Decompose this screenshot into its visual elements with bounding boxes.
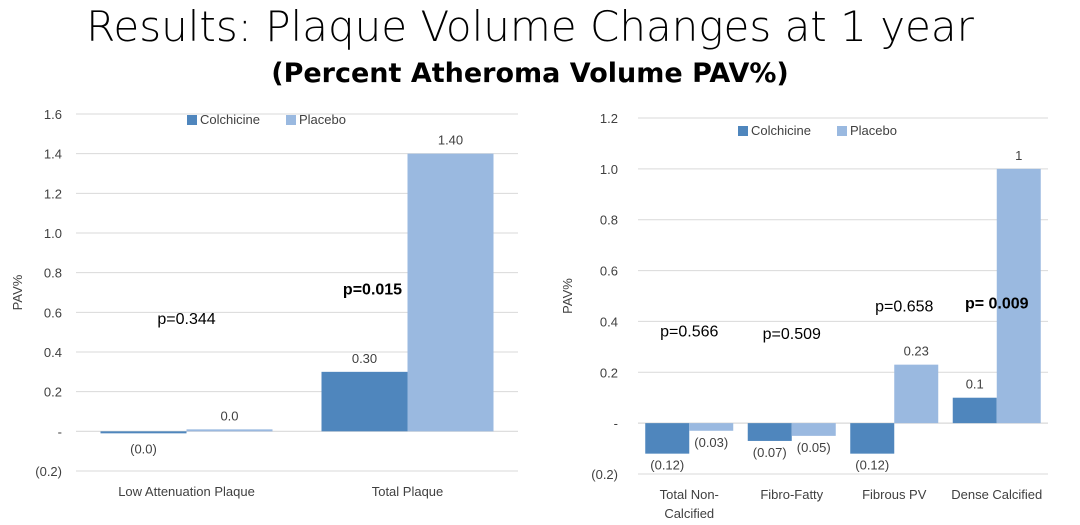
p-value-annotation: p=0.344 [157, 311, 215, 328]
data-label: 1.40 [438, 133, 463, 148]
p-value-annotation: p=0.015 [343, 281, 402, 298]
y-tick-label: 0.4 [600, 314, 618, 329]
data-label: (0.12) [650, 458, 684, 473]
x-category-label: Fibrous PV [862, 487, 927, 502]
p-value-annotation: p=0.566 [660, 324, 718, 341]
data-label: (0.03) [694, 435, 728, 450]
slide-subtitle: (Percent Atheroma Volume PAV%) [271, 58, 789, 89]
x-category-label: Fibro-Fatty [760, 487, 823, 502]
legend-swatch-placebo [286, 115, 296, 125]
bar-colchicine-2 [850, 423, 895, 454]
y-tick-label: 1.2 [44, 186, 62, 201]
y-tick-label: 1.0 [44, 226, 62, 241]
bar-colchicine-1 [321, 371, 408, 432]
bar-placebo-1 [791, 423, 836, 436]
y-tick-label: 0.2 [44, 385, 62, 400]
bar-placebo-1 [407, 153, 494, 432]
chart-pav-right: (0.2) - 0.2 0.4 0.6 0.8 1.0 1.2 PAV% Colchicine Pl… [560, 111, 1048, 521]
data-label: 0.23 [904, 344, 929, 359]
p-value-annotation: p=0.509 [763, 326, 821, 343]
bar-placebo-3 [996, 168, 1041, 424]
data-label: 0.0 [220, 408, 238, 423]
legend-label-placebo: Placebo [850, 123, 897, 138]
bar-colchicine-0 [100, 431, 187, 434]
y-tick-label: 1.2 [600, 111, 618, 126]
legend-swatch-colchicine [738, 126, 748, 136]
p-value-annotation: p= 0.009 [965, 296, 1029, 313]
data-label: (0.0) [130, 441, 157, 456]
legend-label-colchicine: Colchicine [751, 123, 811, 138]
y-tick-label: 0.4 [44, 345, 62, 360]
legend-label-colchicine: Colchicine [200, 112, 260, 127]
y-axis-label: PAV% [560, 278, 575, 314]
bar-placebo-2 [894, 364, 939, 424]
x-category-label: Total Non-Calcified [660, 487, 719, 521]
bar-colchicine-3 [952, 397, 997, 424]
legend-label-placebo: Placebo [299, 112, 346, 127]
data-label: (0.12) [855, 458, 889, 473]
data-label: 1 [1015, 148, 1022, 163]
y-tick-label: - [614, 416, 618, 431]
bar-colchicine-0 [645, 423, 690, 454]
y-tick-label: 1.6 [44, 107, 62, 122]
chart-pav-left: (0.2) - 0.2 0.4 0.6 0.8 1.0 1.2 1.4 1.6 PAV% Colchi… [10, 107, 518, 499]
legend-swatch-colchicine [187, 115, 197, 125]
x-category-label: Low Attenuation Plaque [118, 484, 255, 499]
data-label: 0.30 [352, 351, 377, 366]
data-label: 0.1 [966, 377, 984, 392]
y-tick-label: 0.8 [600, 213, 618, 228]
y-tick-label: - [58, 424, 62, 439]
bar-placebo-0 [186, 429, 273, 432]
slide-title: Results: Plaque Volume Changes at 1 year [86, 2, 974, 51]
p-value-annotation: p=0.658 [875, 298, 933, 315]
y-tick-label: (0.2) [35, 464, 62, 479]
y-tick-label: (0.2) [591, 467, 618, 482]
y-tick-label: 0.2 [600, 365, 618, 380]
y-tick-label: 0.6 [600, 264, 618, 279]
y-tick-label: 0.8 [44, 266, 62, 281]
data-label: (0.05) [797, 440, 831, 455]
bar-placebo-0 [689, 423, 734, 431]
x-category-label: Dense Calcified [951, 487, 1042, 502]
legend-swatch-placebo [837, 126, 847, 136]
bar-colchicine-1 [747, 423, 792, 441]
y-tick-label: 1.4 [44, 147, 62, 162]
data-label: (0.07) [753, 445, 787, 460]
y-axis-label: PAV% [10, 274, 25, 310]
y-tick-label: 1.0 [600, 162, 618, 177]
x-category-label: Total Plaque [372, 484, 444, 499]
y-tick-label: 0.6 [44, 305, 62, 320]
